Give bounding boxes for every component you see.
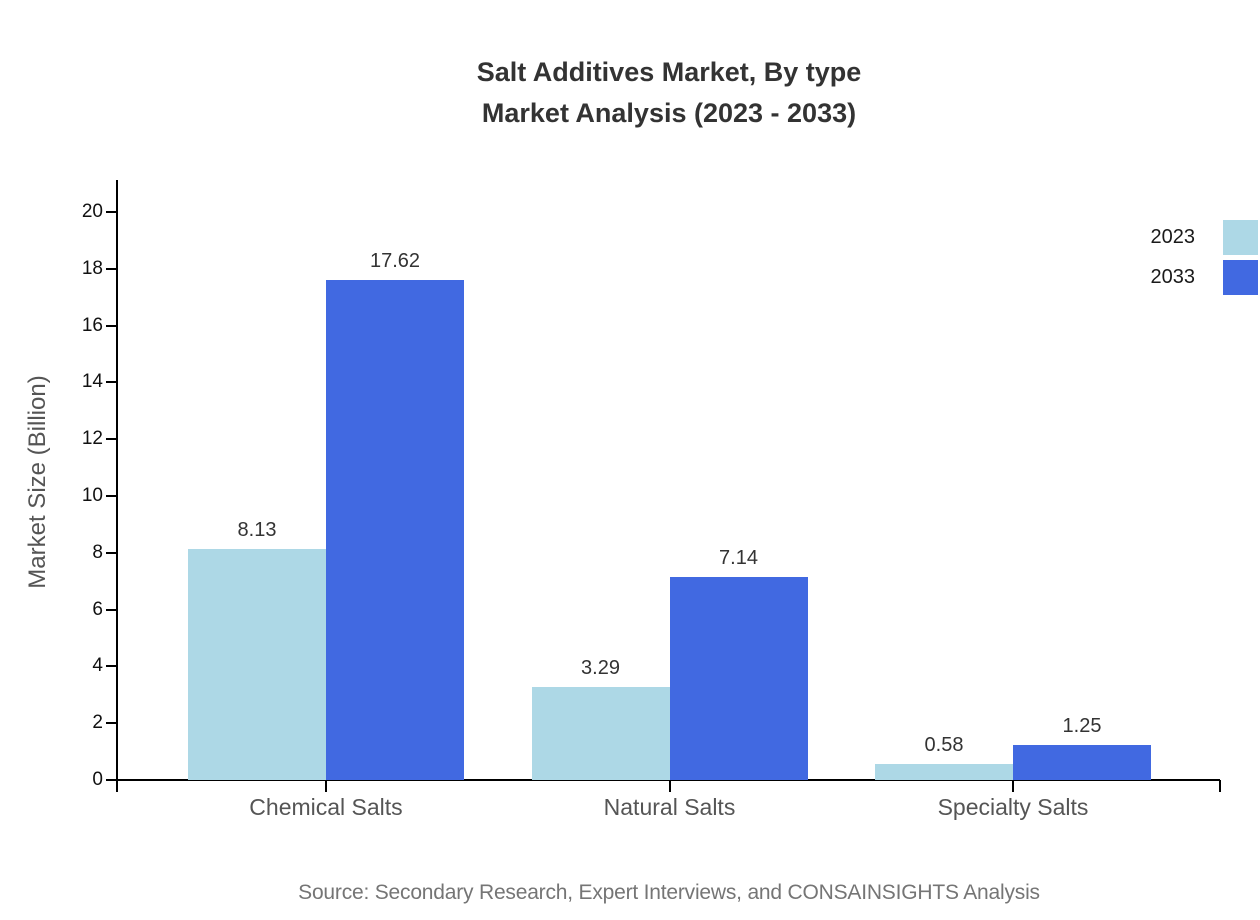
category-label-natural-salts: Natural Salts bbox=[603, 794, 736, 820]
bar-2033-natural-salts bbox=[669, 577, 808, 780]
y-tick-mark bbox=[106, 779, 118, 781]
y-tick-label: 2 bbox=[92, 712, 103, 734]
bar-2023-chemical-salts bbox=[188, 549, 326, 780]
x-axis-spine bbox=[106, 779, 1220, 781]
value-label-2033-natural-salts: 7.14 bbox=[719, 547, 758, 570]
y-tick-label: 16 bbox=[81, 314, 103, 336]
y-tick-label: 6 bbox=[92, 598, 103, 620]
bar-2023-natural-salts bbox=[531, 686, 670, 780]
y-tick-label: 20 bbox=[81, 201, 103, 222]
value-label-2023-chemical-salts: 8.13 bbox=[237, 519, 277, 542]
y-tick-mark bbox=[106, 381, 118, 384]
y-tick-label: 8 bbox=[92, 541, 103, 563]
value-label-2023-specialty-salts: 0.58 bbox=[924, 733, 964, 756]
y-tick-label: 12 bbox=[81, 428, 103, 450]
x-tick-mark bbox=[1012, 780, 1014, 792]
chart-title: Salt Additives Market, By type Market An… bbox=[118, 52, 1220, 134]
legend-label-2033: 2033 bbox=[1150, 266, 1196, 288]
y-tick-label: 14 bbox=[81, 371, 103, 393]
y-tick-mark bbox=[106, 324, 118, 327]
category-label-chemical-salts: Chemical Salts bbox=[249, 794, 403, 820]
y-tick-mark bbox=[106, 665, 118, 668]
x-tick-mark bbox=[1219, 780, 1221, 792]
bar-2033-specialty-salts bbox=[1013, 744, 1151, 780]
y-axis-spine bbox=[116, 180, 118, 792]
category-label-specialty-salts: Specialty Salts bbox=[937, 794, 1089, 820]
y-tick-label: 18 bbox=[81, 257, 103, 279]
y-tick-label: 10 bbox=[81, 485, 103, 506]
y-tick-mark bbox=[106, 211, 118, 213]
x-tick-mark bbox=[668, 780, 671, 792]
y-tick-mark bbox=[106, 551, 118, 554]
y-tick-label: 4 bbox=[92, 655, 103, 677]
y-tick-mark bbox=[106, 438, 118, 441]
legend-swatch-2023 bbox=[1223, 220, 1258, 255]
legend-swatch-2033 bbox=[1223, 260, 1258, 295]
source-text: Source: Secondary Research, Expert Inter… bbox=[298, 881, 1040, 904]
value-label-2033-chemical-salts: 17.62 bbox=[369, 249, 421, 272]
chart-title-line1: Salt Additives Market, By type bbox=[476, 57, 862, 87]
x-tick-mark bbox=[325, 780, 327, 792]
value-label-2033-specialty-salts: 1.25 bbox=[1062, 714, 1102, 737]
y-tick-label: 0 bbox=[92, 769, 103, 790]
bar-2033-chemical-salts bbox=[326, 279, 464, 780]
bar-2023-specialty-salts bbox=[875, 763, 1013, 780]
y-tick-mark bbox=[106, 608, 118, 611]
y-tick-mark bbox=[106, 267, 118, 270]
y-tick-mark bbox=[106, 722, 118, 725]
y-tick-mark bbox=[106, 495, 118, 497]
chart-title-line2: Market Analysis (2023 - 2033) bbox=[481, 98, 857, 128]
legend-label-2023: 2023 bbox=[1150, 226, 1196, 248]
value-label-2023-natural-salts: 3.29 bbox=[581, 656, 620, 679]
